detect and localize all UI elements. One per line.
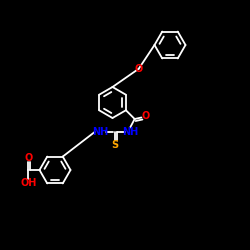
Text: S: S — [112, 140, 119, 150]
Text: NH: NH — [122, 127, 138, 137]
Text: O: O — [142, 112, 150, 122]
Text: NH: NH — [92, 127, 108, 137]
Text: O: O — [134, 64, 143, 74]
Text: O: O — [24, 153, 32, 163]
Text: OH: OH — [20, 178, 36, 188]
